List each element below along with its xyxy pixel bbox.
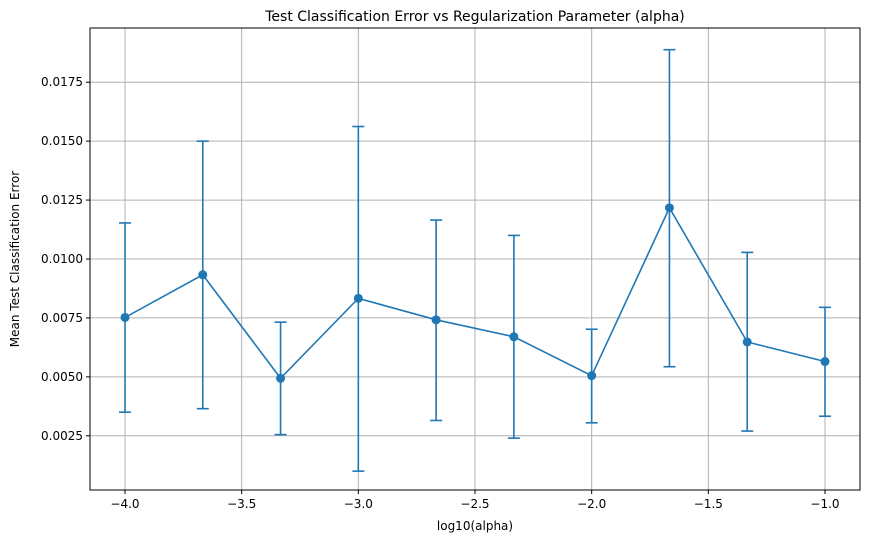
chart-title: Test Classification Error vs Regularizat… [264, 9, 685, 25]
data-point [431, 315, 441, 325]
y-axis-ticks: 0.0025 0.0050 0.0075 0.0100 0.0125 0.0150 0.01… [41, 75, 90, 443]
x-tick-label: −2.5 [460, 497, 489, 511]
x-tick-label: −4.0 [110, 497, 139, 511]
y-tick-label: 0.0050 [41, 370, 83, 384]
data-point [353, 293, 363, 303]
y-axis-label: Mean Test Classification Error [8, 171, 22, 347]
series [119, 48, 831, 472]
x-tick-label: −3.0 [344, 497, 373, 511]
x-tick-label: −2.0 [577, 497, 606, 511]
data-point [820, 357, 830, 367]
x-axis-label: log10(alpha) [437, 519, 513, 533]
x-tick-label: −3.5 [227, 497, 256, 511]
x-tick-label: −1.5 [694, 497, 723, 511]
y-tick-label: 0.0075 [41, 311, 83, 325]
data-point [587, 371, 597, 381]
x-axis-ticks: −4.0 −3.5 −3.0 −2.5 −2.0 −1.5 −1.0 [110, 490, 840, 511]
y-tick-label: 0.0175 [41, 75, 83, 89]
y-tick-label: 0.0150 [41, 134, 83, 148]
y-tick-label: 0.0100 [41, 252, 83, 266]
x-tick-label: −1.0 [810, 497, 839, 511]
data-point [120, 312, 130, 322]
data-point [198, 270, 208, 280]
data-point [742, 337, 752, 347]
y-tick-label: 0.0125 [41, 193, 83, 207]
y-tick-label: 0.0025 [41, 429, 83, 443]
series-line [124, 206, 826, 380]
data-point [664, 203, 674, 213]
data-point [276, 373, 286, 383]
data-point [509, 332, 519, 342]
